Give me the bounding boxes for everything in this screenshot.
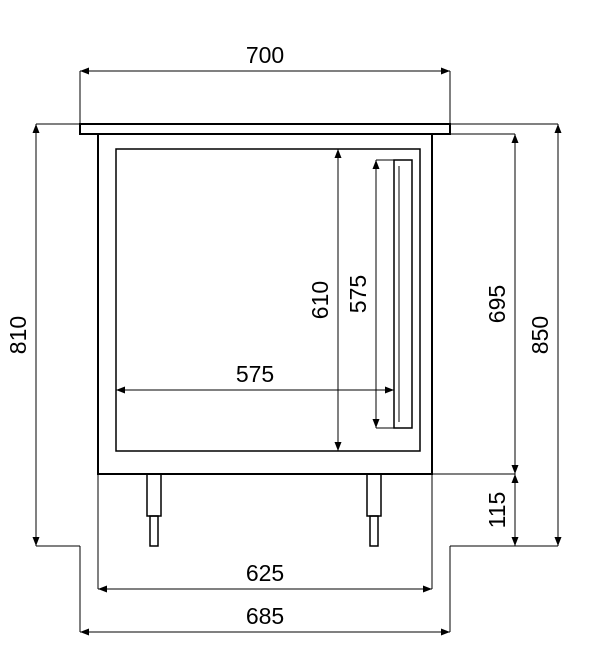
svg-text:610: 610 — [307, 281, 333, 319]
dim-label: 810 — [5, 316, 31, 354]
dim-label: 115 — [484, 492, 510, 529]
dim-label: 695 — [484, 285, 510, 323]
dim-label: 685 — [246, 603, 284, 629]
svg-text:575: 575 — [345, 275, 371, 313]
svg-text:575: 575 — [236, 361, 274, 387]
dim-label: 625 — [246, 560, 284, 586]
dim-label: 700 — [246, 42, 284, 68]
dim-label: 850 — [527, 316, 553, 354]
